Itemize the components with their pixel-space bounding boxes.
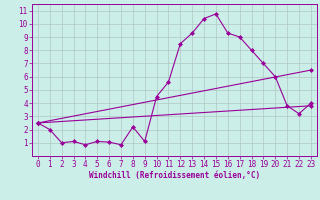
X-axis label: Windchill (Refroidissement éolien,°C): Windchill (Refroidissement éolien,°C) <box>89 171 260 180</box>
